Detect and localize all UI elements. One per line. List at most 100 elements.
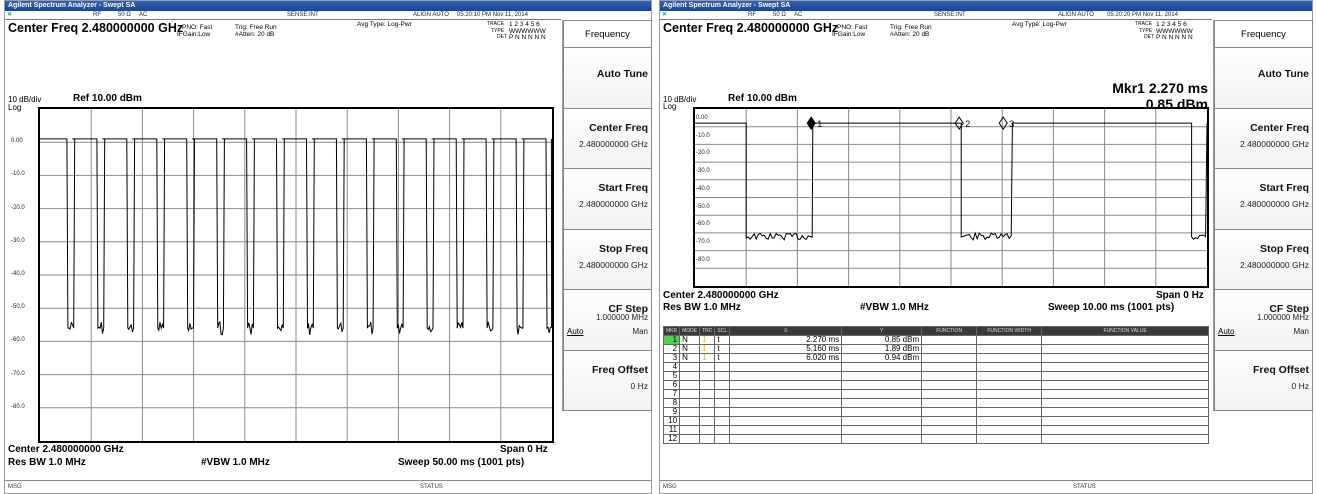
- man-option[interactable]: Man: [1293, 327, 1309, 336]
- table-header-8: FUNCTION VALUE: [1041, 326, 1209, 336]
- marker-cell-trc: [699, 434, 716, 444]
- start-freq-softkey[interactable]: Start Freq 2.480000000 GHz: [1214, 169, 1313, 230]
- marker-row[interactable]: 1 N 1 t 2.270 ms 0.85 dBm: [662, 335, 1209, 345]
- span-label: Span 0 Hz: [1156, 290, 1204, 301]
- marker-cell-scl: t: [714, 353, 731, 363]
- marker-row[interactable]: 8: [662, 398, 1209, 408]
- scale-label: 10 dB/div: [8, 95, 42, 104]
- softkey-label: Center Freq: [1250, 121, 1309, 134]
- softkey-value: 0 Hz: [1291, 380, 1309, 391]
- window-title: Agilent Spectrum Analyzer - Swept SA: [5, 1, 651, 11]
- softkey-value: 2.480000000 GHz: [1240, 138, 1309, 149]
- rf-indicator: RF: [748, 12, 756, 18]
- pno-label: PNO: Fast: [837, 24, 868, 31]
- softkey-value: 2.480000000 GHz: [1240, 199, 1309, 209]
- marker-cell-function: [921, 425, 978, 435]
- y-tick-label: -30.0: [11, 237, 25, 244]
- stop-freq-softkey[interactable]: Stop Freq 2.480000000 GHz: [563, 229, 652, 290]
- marker-cell-function: [921, 389, 978, 399]
- center-freq-softkey[interactable]: Center Freq 2.480000000 GHz: [563, 108, 652, 169]
- msg-label: MSG: [8, 484, 22, 490]
- marker-cell-mode: [679, 380, 701, 390]
- coupling-indicator: AC: [794, 12, 803, 18]
- freq-offset-softkey[interactable]: Freq Offset 0 Hz: [1214, 350, 1313, 411]
- marker-row[interactable]: 4: [662, 362, 1209, 372]
- impedance-indicator: 50 Ω: [773, 12, 786, 18]
- marker-cell-function: [976, 335, 1043, 345]
- status-label: STATUS: [1073, 484, 1096, 490]
- y-tick-label: -50.0: [11, 304, 25, 311]
- auto-option[interactable]: Auto: [1218, 327, 1235, 336]
- marker-number-1: 1: [817, 119, 822, 129]
- marker-cell-function: [921, 362, 978, 372]
- auto-option[interactable]: Auto: [567, 327, 584, 336]
- marker-cell-function: [1041, 407, 1209, 417]
- trace-plot[interactable]: [38, 107, 554, 443]
- trace-line: [695, 122, 1207, 241]
- marker-cell-x: [729, 434, 843, 444]
- timestamp: 05:20:10 PM Nov 11, 2014: [457, 12, 528, 18]
- marker-diamond-3: [998, 116, 1008, 131]
- marker-cell-function: [1041, 389, 1209, 399]
- cf-step-softkey[interactable]: CF Step 1.000000 MHz Auto Man: [1214, 290, 1313, 351]
- log-label: Log: [8, 103, 22, 112]
- trace-plot[interactable]: 1 2 3: [693, 107, 1209, 288]
- marker-row[interactable]: 3 N 1 t 6.020 ms 0.94 dBm: [662, 353, 1209, 363]
- marker-readout-time: Mkr1 2.270 ms: [1112, 80, 1208, 96]
- type-label: TYPE: [1139, 28, 1153, 34]
- status-label: STATUS: [420, 484, 443, 490]
- marker-row[interactable]: 2 N 1 t 5.160 ms 1.89 dBm: [662, 344, 1209, 354]
- marker-cell-n: 4: [662, 362, 681, 372]
- man-option[interactable]: Man: [632, 327, 648, 336]
- marker-cell-n: 1: [662, 335, 681, 345]
- vbw-label: #VBW 1.0 MHz: [860, 302, 929, 313]
- sense-indicator: SENSE:INT: [287, 12, 319, 18]
- marker-cell-function: [1041, 362, 1209, 372]
- marker-cell-function: [976, 353, 1043, 363]
- marker-row[interactable]: 6: [662, 380, 1209, 390]
- marker-cell-x: [729, 407, 843, 417]
- start-freq-softkey[interactable]: Start Freq 2.480000000 GHz: [563, 169, 652, 230]
- marker-row[interactable]: 11: [662, 425, 1209, 435]
- auto-tune-softkey[interactable]: Auto Tune: [1214, 48, 1313, 109]
- marker-cell-x: [729, 425, 843, 435]
- cf-step-softkey[interactable]: CF Step 1.000000 MHz Auto Man: [563, 290, 652, 351]
- freq-offset-softkey[interactable]: Freq Offset 0 Hz: [563, 350, 652, 411]
- marker-cell-x: [729, 371, 843, 381]
- marker-cell-scl: [714, 416, 731, 426]
- marker-cell-n: 3: [662, 353, 681, 363]
- marker-row[interactable]: 10: [662, 416, 1209, 426]
- marker-row[interactable]: 7: [662, 389, 1209, 399]
- center-bottom-label: Center 2.480000000 GHz: [8, 444, 124, 455]
- left-analyzer-window: Agilent Spectrum Analyzer - Swept SA ✕ R…: [4, 0, 652, 494]
- window-title: Agilent Spectrum Analyzer - Swept SA: [660, 1, 1312, 11]
- ifgain-label: IFGain:Low: [177, 31, 211, 38]
- marker-cell-function: [1041, 380, 1209, 390]
- marker-cell-y: [841, 416, 923, 426]
- marker-cell-trc: [699, 380, 716, 390]
- center-freq-title: Center Freq 2.480000000 GHz: [8, 21, 184, 35]
- marker-cell-y: [841, 362, 923, 372]
- impedance-indicator: 50 Ω: [118, 12, 131, 18]
- softkey-label: Auto Tune: [1257, 68, 1309, 80]
- marker-row[interactable]: 5: [662, 371, 1209, 381]
- marker-number-2: 2: [965, 119, 970, 129]
- menu-header: Frequency: [1214, 20, 1313, 48]
- marker-row[interactable]: 9: [662, 407, 1209, 417]
- res-bw-label: Res BW 1.0 MHz: [8, 457, 86, 468]
- marker-cell-trc: [699, 362, 716, 372]
- auto-tune-softkey[interactable]: Auto Tune: [563, 48, 652, 109]
- y-tick-label: -60.0: [11, 337, 25, 344]
- center-freq-softkey[interactable]: Center Freq 2.480000000 GHz: [1214, 108, 1313, 169]
- marker-cell-scl: [714, 362, 731, 372]
- top-status-bar: ✕ RF 50 Ω AC SENSE:INT ALIGN AUTO 05:20:…: [5, 11, 561, 20]
- coupling-indicator: AC: [139, 12, 148, 18]
- softkey-label: Auto Tune: [596, 68, 648, 80]
- marker-diamond-2: [954, 116, 964, 131]
- marker-cell-function: [921, 380, 978, 390]
- y-tick-label: -80.0: [11, 403, 25, 410]
- marker-row[interactable]: 12: [662, 434, 1209, 444]
- stop-freq-softkey[interactable]: Stop Freq 2.480000000 GHz: [1214, 229, 1313, 290]
- y-tick-label: -20.0: [696, 150, 710, 157]
- ref-level-label: Ref 10.00 dBm: [728, 93, 797, 104]
